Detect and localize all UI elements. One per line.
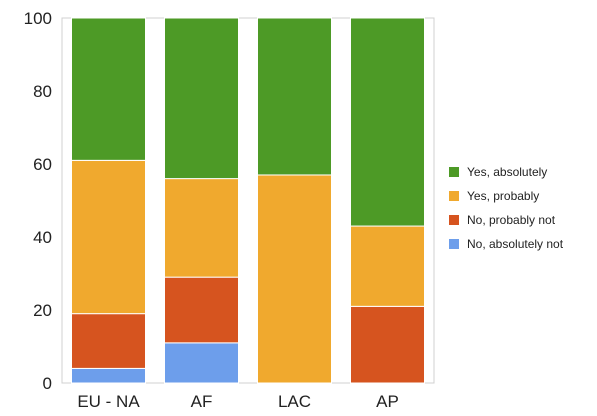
x-tick-label: AP: [376, 392, 399, 411]
bar-segment: [164, 276, 239, 344]
bar-segment: [164, 178, 239, 278]
legend-label: Yes, probably: [467, 189, 539, 203]
y-tick-label: 40: [33, 228, 52, 247]
legend-swatch: [449, 215, 459, 225]
y-tick-label: 0: [43, 374, 52, 393]
legend-label: Yes, absolutely: [467, 165, 547, 179]
bar-segment: [257, 17, 332, 176]
bar-segment: [71, 367, 146, 384]
bar-segment: [350, 305, 425, 384]
legend-swatch: [449, 167, 459, 177]
y-tick-label: 60: [33, 155, 52, 174]
legend-label: No, absolutely not: [467, 237, 564, 251]
legend-swatch: [449, 239, 459, 249]
x-tick-label: AF: [191, 392, 213, 411]
legend: Yes, absolutely Yes, probably No, probably…: [449, 165, 564, 251]
bar-segment: [257, 174, 332, 384]
y-tick-label: 80: [33, 82, 52, 101]
bars-layer: [71, 17, 425, 384]
x-tick-label: LAC: [278, 392, 311, 411]
x-tick-label: EU - NA: [77, 392, 140, 411]
legend-label: No, probably not: [467, 213, 556, 227]
bar-segment: [350, 17, 425, 227]
bar-segment: [164, 342, 239, 384]
bar-segment: [71, 159, 146, 315]
y-tick-label: 100: [24, 9, 52, 28]
legend-swatch: [449, 191, 459, 201]
y-tick-label: 20: [33, 301, 52, 320]
y-axis: 0 20 40 60 80 100: [24, 9, 52, 393]
x-axis: EU - NA AF LAC AP: [77, 392, 399, 411]
bar-segment: [350, 225, 425, 307]
bar-segment: [164, 17, 239, 180]
bar-segment: [71, 313, 146, 369]
bar-segment: [71, 17, 146, 161]
